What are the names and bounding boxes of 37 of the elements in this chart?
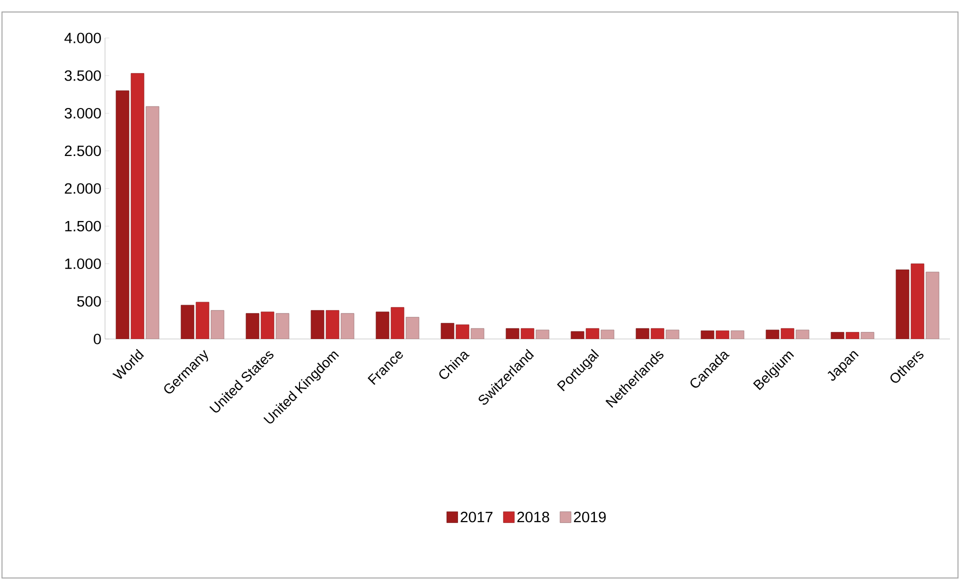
- bar: [116, 90, 130, 339]
- bar: [246, 313, 260, 339]
- y-tick-label: 500: [77, 296, 101, 307]
- bar: [276, 313, 290, 339]
- bar: [130, 73, 144, 339]
- bar: [326, 310, 340, 339]
- y-tick-label: 3.500: [64, 70, 101, 81]
- bar: [796, 330, 810, 339]
- bar: [470, 328, 484, 339]
- bar: [926, 272, 940, 339]
- bar: [180, 304, 194, 339]
- bar: [146, 106, 160, 339]
- y-tick-label: 2.500: [64, 146, 101, 156]
- legend-label: 2018: [517, 512, 550, 522]
- y-tick-label: 1.000: [65, 258, 101, 270]
- bar: [390, 307, 404, 339]
- bar: [196, 302, 210, 339]
- y-tick-label: 0: [94, 334, 101, 344]
- bar: [896, 270, 910, 339]
- bar: [260, 312, 274, 339]
- bar: [406, 316, 420, 339]
- y-tick-label: 2.000: [64, 183, 101, 194]
- bar: [536, 330, 550, 339]
- legend-label: 2017: [460, 512, 492, 522]
- bar: [910, 264, 924, 339]
- bar: [860, 332, 874, 339]
- bar: [376, 312, 390, 339]
- bar: [210, 310, 224, 339]
- bar: [310, 310, 324, 339]
- legend-label: 2019: [574, 512, 606, 522]
- bar: [600, 330, 614, 339]
- bar: [730, 330, 744, 339]
- y-tick-label: 4.000: [64, 32, 101, 44]
- y-tick-label: 1.500: [65, 220, 101, 232]
- bar: [666, 330, 680, 339]
- y-tick-label: 3.000: [64, 108, 101, 119]
- bar: [340, 313, 354, 339]
